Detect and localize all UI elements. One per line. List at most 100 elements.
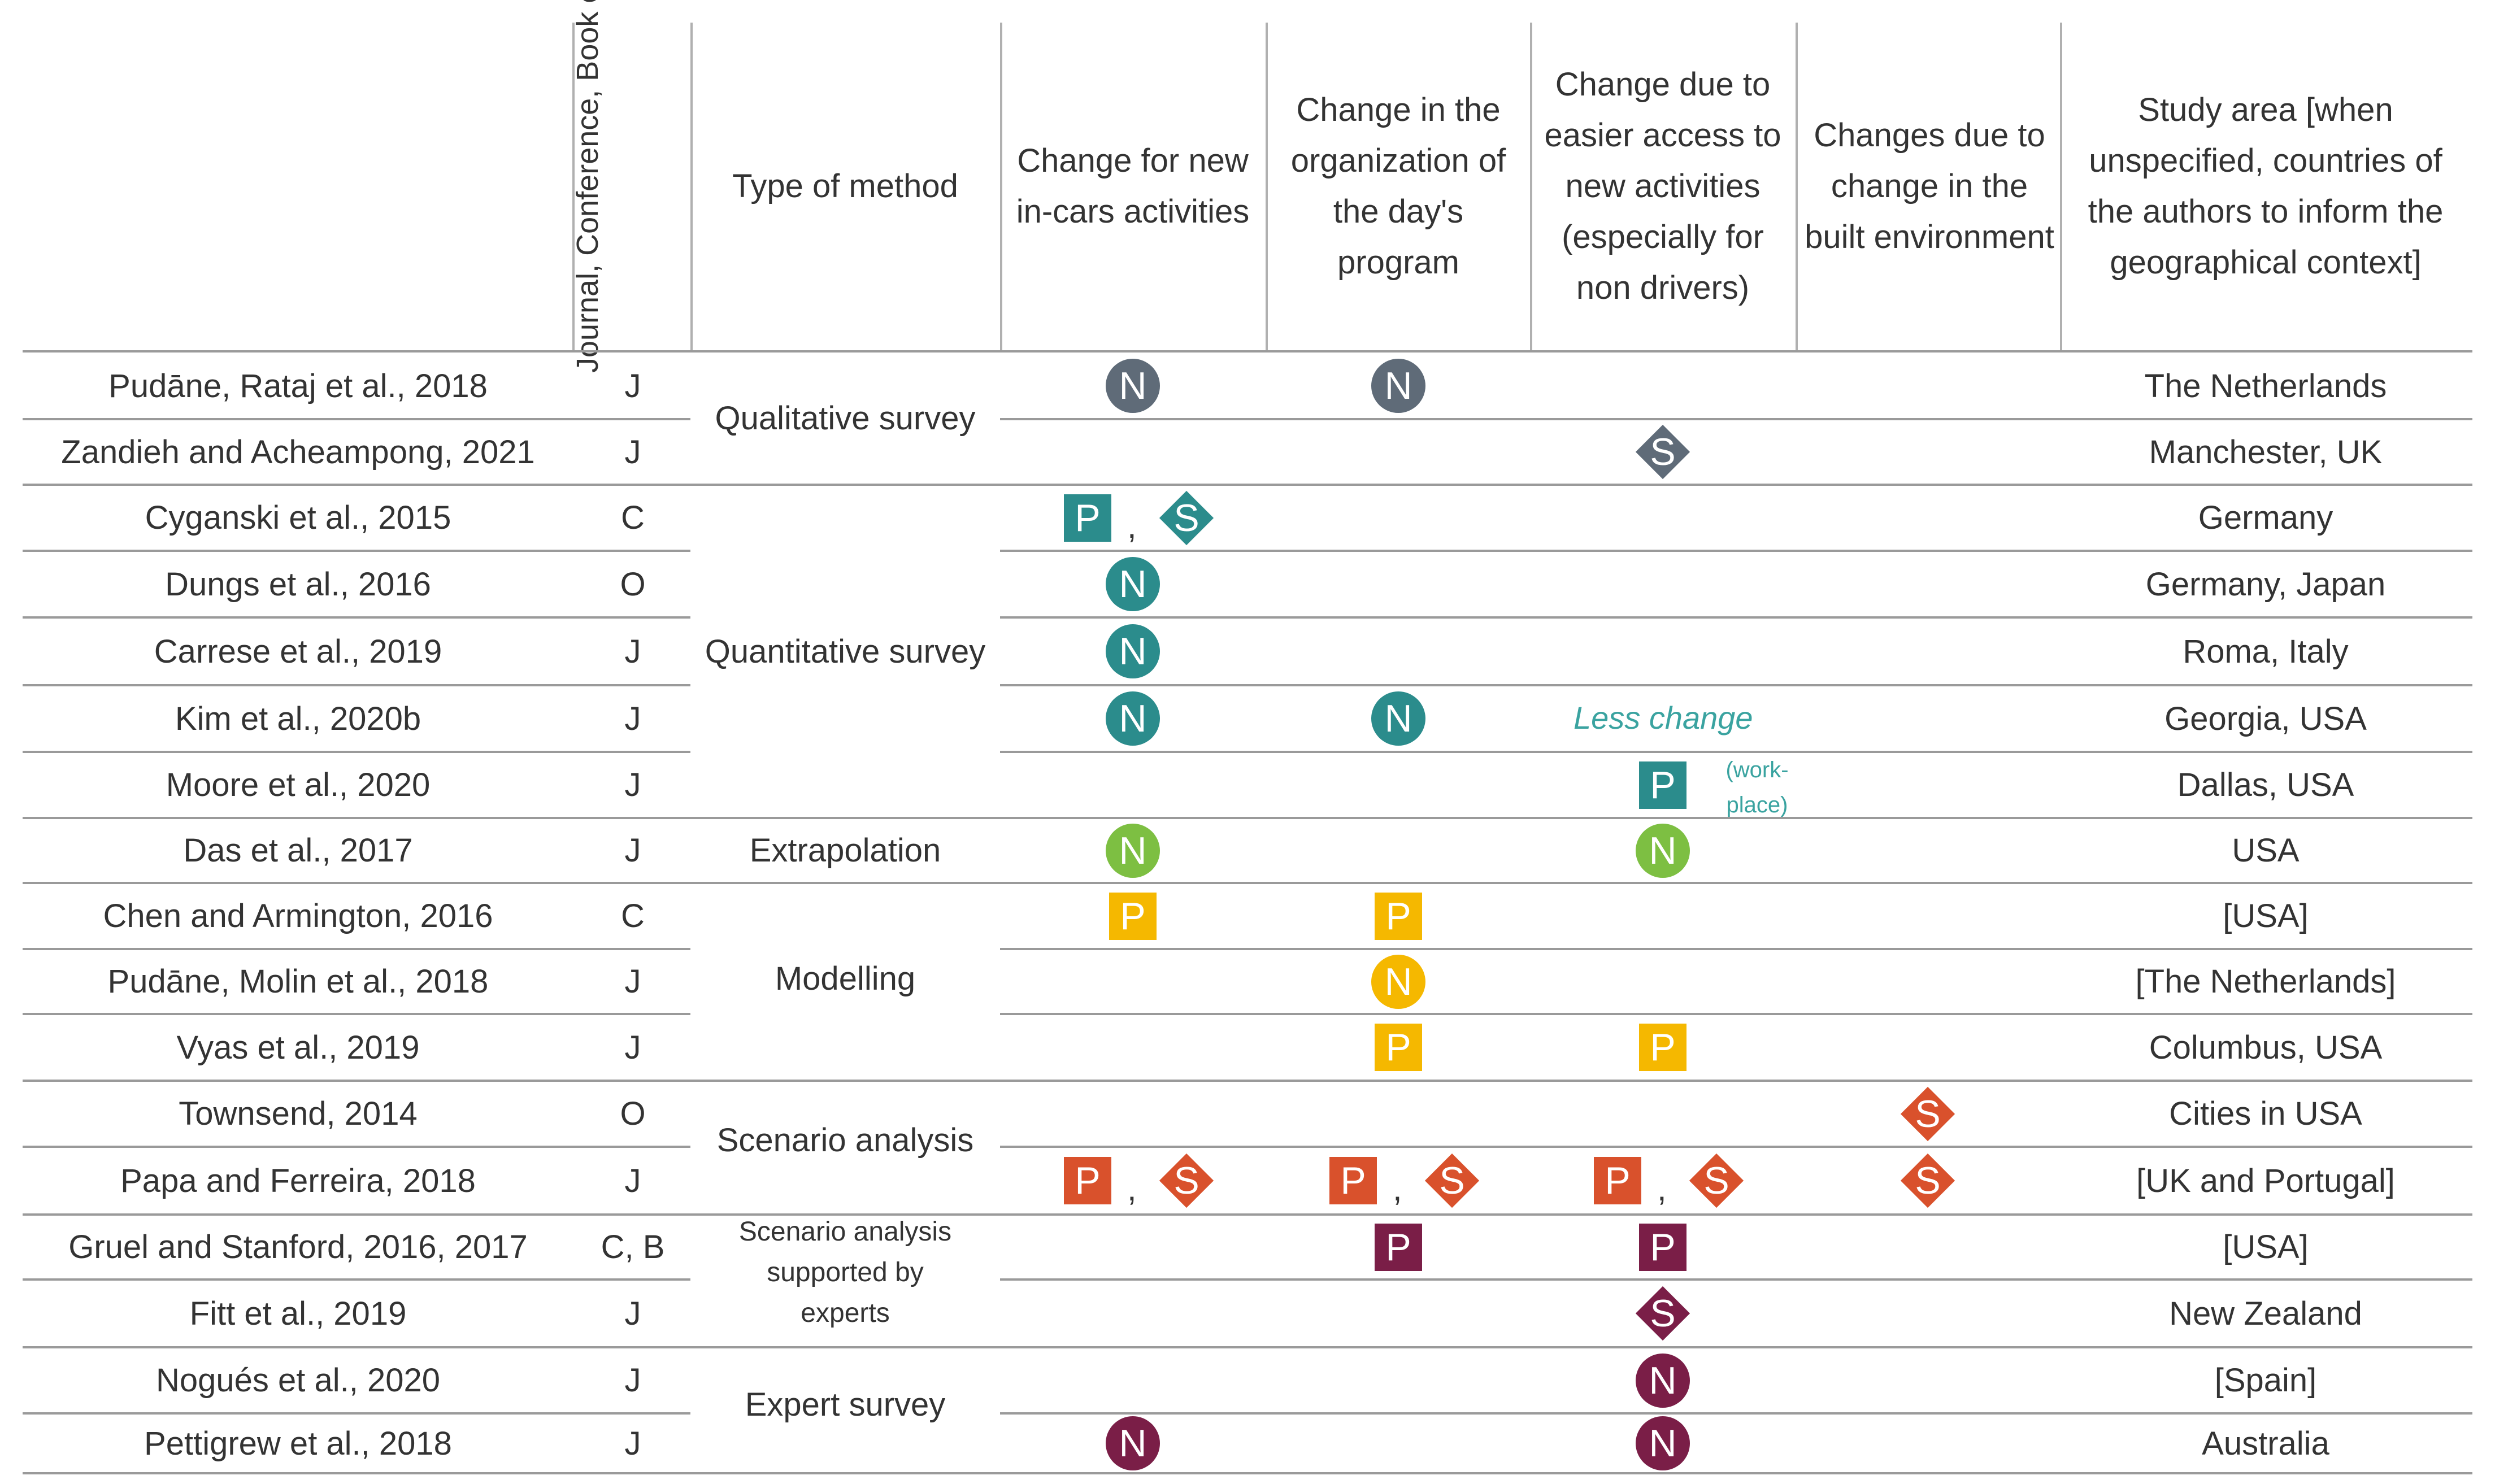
method-label: Expert survey [745,1386,946,1423]
row-rule [1000,684,2472,686]
row-rule [23,418,690,420]
row-rule [23,484,2472,486]
p-square-icon: P [1064,1157,1111,1204]
header-divider [2060,23,2062,350]
method-label: Quantitative survey [705,633,986,670]
study-cell: Pudāne, Molin et al., 2018 [107,963,489,1000]
p-square-icon: P [1594,1157,1641,1204]
source-type-cell: J [624,1295,641,1332]
row-rule [1000,418,2472,420]
n-circle-icon: N [1371,691,1425,746]
row-rule [1000,751,2472,753]
source-type-cell: J [624,367,641,404]
study-cell: Chen and Armington, 2016 [103,898,493,934]
less-change-annotation: Less change [1573,700,1753,736]
header-col4: Changes due to change in the built envir… [1805,117,2054,255]
p-square-icon: P [1639,1223,1686,1271]
header-study-area: Study area [when unspecified, countries … [2088,92,2444,281]
s-diamond-icon: S [1901,1154,1955,1208]
row-rule [23,616,690,619]
n-circle-icon: N [1106,823,1160,878]
header-col2: Change in the organization of the day's … [1290,92,1506,281]
pair-separator: , [1393,1170,1402,1208]
method-label: Scenario analysis supported by experts [738,1217,952,1328]
header-divider [1796,23,1798,350]
study-cell: Carrese et al., 2019 [154,633,442,670]
n-circle-icon: N [1636,823,1690,878]
pair-separator: , [1127,507,1137,545]
n-circle-icon: N [1106,691,1160,746]
header-rule [23,350,2472,352]
row-rule [23,550,690,552]
p-square-icon: P [1109,892,1157,940]
row-rule [23,1412,690,1415]
study-area-cell: [Spain] [2214,1362,2317,1399]
row-rule [23,1146,690,1148]
study-cell: Fitt et al., 2019 [189,1295,407,1332]
study-area-cell: [USA] [2223,898,2309,934]
study-area-cell: The Netherlands [2144,367,2387,404]
source-type-cell: J [624,1362,641,1399]
n-circle-icon: N [1106,557,1160,611]
n-circle-icon: N [1636,1353,1690,1408]
row-rule [23,948,690,950]
p-square-icon: P [1375,1024,1422,1071]
p-square-icon: P [1329,1157,1377,1204]
row-rule [1000,1412,2472,1415]
s-diamond-icon: S [1159,1154,1214,1208]
n-circle-icon: N [1106,1416,1160,1470]
method-label: Modelling [775,960,916,997]
study-area-cell: USA [2232,832,2300,869]
n-circle-icon: N [1371,954,1425,1009]
study-area-cell: Germany [2198,499,2333,536]
header-col1: Change for new in-cars activities [1016,142,1250,230]
row-rule [23,1472,2472,1474]
row-rule [1000,550,2472,552]
study-cell: Cyganski et al., 2015 [145,499,451,536]
n-circle-icon: N [1636,1416,1690,1470]
study-area-cell: Georgia, USA [2164,700,2367,737]
study-cell: Townsend, 2014 [179,1095,418,1132]
study-area-cell: [The Netherlands] [2135,963,2396,1000]
p-square-icon: P [1064,494,1111,542]
source-type-cell: J [624,1425,641,1462]
s-diamond-icon: S [1636,425,1690,479]
s-diamond-icon: S [1636,1286,1690,1341]
header-divider [572,23,575,350]
study-area-cell: Germany, Japan [2145,565,2386,603]
n-circle-icon: N [1106,359,1160,413]
source-type-cell: J [624,700,641,737]
header-method: Type of method [732,168,958,204]
study-area-cell: New Zealand [2169,1295,2362,1332]
s-diamond-icon: S [1425,1154,1479,1208]
source-type-cell: J [624,1029,641,1066]
source-type-cell: J [624,433,641,471]
study-area-cell: Cities in USA [2169,1095,2362,1132]
study-area-cell: Roma, Italy [2183,633,2349,670]
p-square-icon: P [1375,1223,1422,1271]
study-cell: Kim et al., 2020b [175,700,421,737]
row-rule [1000,1278,2472,1281]
p-square-icon: P [1375,892,1422,940]
source-type-cell: J [624,832,641,869]
n-circle-icon: N [1371,359,1425,413]
row-rule [23,1013,690,1015]
row-rule [1000,1146,2472,1148]
workplace-note: (work-place) [1725,758,1789,817]
row-rule [23,882,2472,884]
source-type-cell: J [624,1162,641,1199]
header-divider [1266,23,1268,350]
source-type-cell: C, B [601,1229,665,1265]
row-rule [23,1080,2472,1082]
p-square-icon: P [1639,761,1686,809]
study-cell: Moore et al., 2020 [166,767,431,803]
method-label: Extrapolation [749,832,941,869]
header-source-type: Journal, Conference, Book or Other [571,0,605,373]
study-cell: Dungs et al., 2016 [165,565,431,603]
method-label: Qualitative survey [715,399,976,437]
source-type-cell: O [620,565,646,603]
study-cell: Nogués et al., 2020 [155,1362,441,1399]
study-cell: Papa and Ferreira, 2018 [120,1162,476,1199]
s-diamond-icon: S [1901,1087,1955,1141]
